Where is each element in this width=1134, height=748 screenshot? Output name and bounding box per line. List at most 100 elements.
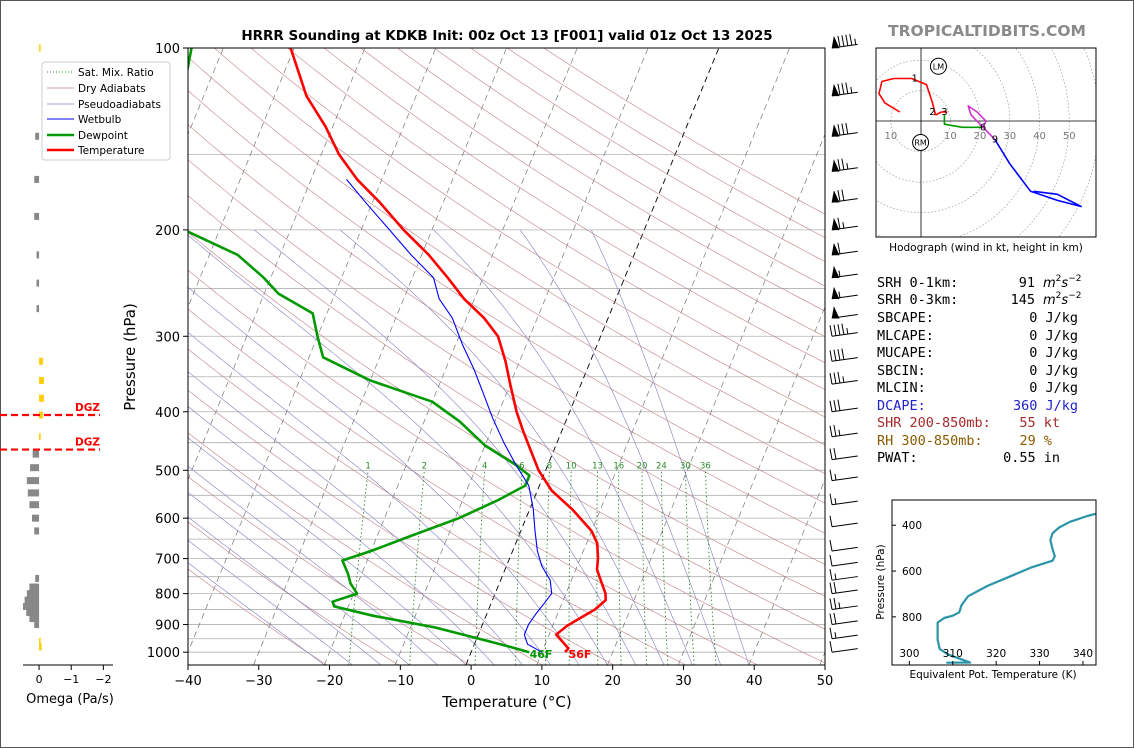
legend-label-moist: Pseudoadiabats — [78, 99, 161, 111]
mixing-ratio-line — [660, 470, 669, 665]
dry-adiabat-line — [397, 48, 825, 312]
hodo-ring-label: 10 — [884, 131, 897, 142]
y-tick-label: 100 — [155, 42, 180, 57]
dewpoint-profile — [188, 48, 531, 654]
omega-bar — [34, 175, 40, 183]
wind-barb — [829, 425, 858, 438]
wind-barb-half — [846, 327, 849, 335]
legend-label-dry: Dry Adiabats — [78, 83, 146, 95]
mucape-label: MUCAPE: — [877, 345, 934, 361]
omega-bar — [39, 411, 43, 419]
wind-barb-staff — [831, 432, 858, 438]
hodo-marker-circle — [912, 134, 930, 151]
wind-barb-half — [842, 376, 845, 383]
wind-barb-full — [837, 349, 841, 361]
moist-adiabat-line — [188, 286, 580, 665]
mixing-ratio-line — [641, 470, 648, 665]
x-tick-label: 50 — [817, 674, 834, 689]
omega-bar — [27, 489, 40, 497]
omega-bar — [35, 132, 40, 140]
wind-barb-full — [829, 569, 833, 581]
wind-barb-full — [829, 598, 833, 610]
omega-bar — [39, 376, 44, 384]
wind-barb-full — [833, 425, 837, 437]
mixing-ratio-line — [685, 470, 695, 665]
mixing-ratio-label: 2 — [422, 461, 427, 471]
mixing-ratio-label: 13 — [592, 461, 603, 471]
omega-tick-label: 0 — [36, 673, 43, 686]
wind-barb-full — [833, 324, 837, 336]
y-tick-label: 500 — [155, 464, 180, 479]
omega-bar — [29, 583, 40, 591]
hodo-ring-label: 40 — [1033, 131, 1046, 142]
dry-adiabat-line — [188, 521, 399, 665]
wind-barb-full — [829, 325, 833, 337]
x-tick-label: −30 — [245, 674, 272, 689]
mixing-ratio-label: 6 — [519, 461, 524, 471]
omega-bar — [36, 251, 40, 259]
hodo-ring-label: 30 — [1003, 131, 1016, 142]
isotherm-line — [323, 48, 578, 665]
isotherm-line — [394, 48, 649, 665]
mixing-ratio-label: 20 — [637, 461, 648, 471]
y-tick-label: 800 — [155, 588, 180, 603]
mixing-ratio-line — [515, 470, 523, 665]
omega-bar — [26, 477, 40, 485]
pwat-value: 0.55 in — [1003, 450, 1060, 466]
wind-barb — [831, 82, 858, 97]
dcape-value: 360 J/kg — [1013, 398, 1078, 414]
dgz-label: DGZ — [75, 437, 100, 449]
hodo-segment — [967, 105, 996, 141]
sbcape-label: SBCAPE: — [877, 310, 934, 326]
wind-barb-full — [829, 373, 833, 385]
wind-barb-half — [838, 429, 841, 436]
wind-barb-flag — [831, 242, 840, 256]
wind-barb-full — [829, 493, 833, 505]
wind-barb — [829, 641, 858, 653]
y-tick-label: 900 — [155, 619, 180, 634]
skewt-xlabel: Temperature (°C) — [441, 693, 571, 711]
moist-adiabat-line — [188, 465, 438, 665]
wind-barb-full — [829, 613, 833, 625]
omega-bar — [39, 643, 42, 651]
wind-barb-full — [833, 349, 837, 361]
dry-adiabat-line — [324, 48, 825, 364]
wind-barb — [831, 286, 858, 300]
dry-adiabat-line — [188, 269, 825, 664]
wind-barb-full — [837, 399, 841, 411]
wind-barb-full — [829, 627, 833, 639]
wind-barb-half — [834, 573, 837, 580]
wind-barb-half — [834, 473, 837, 481]
wind-barb-staff — [831, 380, 858, 385]
omega-bar — [39, 357, 43, 365]
wind-barb — [831, 306, 858, 319]
omega-bar — [32, 514, 40, 522]
dry-adiabat-line — [250, 48, 825, 418]
hodo-segment — [878, 77, 937, 116]
omega-bar — [26, 609, 40, 617]
isotherm-line — [536, 48, 790, 665]
omega-bar — [39, 433, 41, 441]
theta-e-profile — [936, 512, 1096, 664]
y-tick-label: 1000 — [147, 646, 180, 661]
theta-e-panel: 300 310 320 330 340 400 600 800 Equivalent Pot… — [875, 499, 1097, 681]
wind-barb — [829, 323, 858, 337]
hodo-ring — [1058, 48, 1096, 237]
surface-dewpoint-label: 46F — [530, 648, 553, 661]
wetbulb-profile — [346, 179, 553, 653]
x-tick-label: −10 — [387, 674, 414, 689]
wind-barb-flag — [831, 159, 840, 172]
mlcape-label: MLCAPE: — [877, 328, 934, 344]
y-tick-label: 600 — [155, 512, 180, 527]
theta-y-tick-label: 800 — [902, 612, 922, 624]
omega-bar — [24, 596, 40, 604]
mucape-value: 0 J/kg — [1029, 345, 1078, 361]
moist-adiabat-line — [254, 229, 636, 665]
omega-bar — [36, 279, 40, 287]
moist-adiabat-line — [188, 492, 410, 665]
mlcape-value: 0 J/kg — [1029, 328, 1078, 344]
sbcin-value: 0 J/kg — [1029, 363, 1078, 379]
indices-panel: SRH 0-1km: 91 m2s−2 SRH 0-3km: 145 m2s−2… — [877, 274, 1081, 466]
moist-adiabat-line — [339, 229, 665, 665]
